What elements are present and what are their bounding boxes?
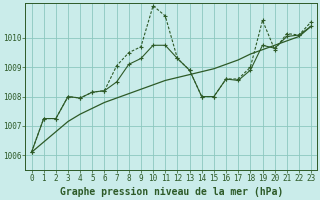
X-axis label: Graphe pression niveau de la mer (hPa): Graphe pression niveau de la mer (hPa) [60,187,283,197]
